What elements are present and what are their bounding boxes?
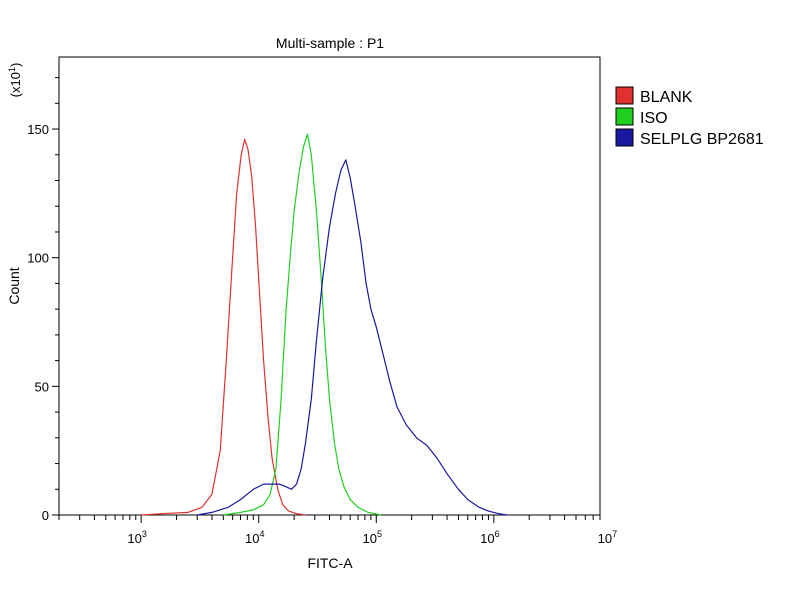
legend-swatch xyxy=(615,86,634,105)
legend-label: ISO xyxy=(640,110,668,127)
legend-swatch xyxy=(615,107,634,126)
legend: BLANK ISO SELPLG BP2681 xyxy=(615,86,764,148)
x-tick-label: 103 xyxy=(127,529,146,546)
y-tick-label: 150 xyxy=(27,122,49,137)
y-axis-ticks: 0 50 100 150 xyxy=(27,77,59,523)
legend-label: BLANK xyxy=(640,89,693,106)
x-tick-label: 105 xyxy=(363,529,382,546)
x-tick-label: 106 xyxy=(480,529,499,546)
x-axis-label: FITC-A xyxy=(307,555,353,571)
series-line-0 xyxy=(141,138,306,516)
series-line-1 xyxy=(223,133,382,516)
y-tick-label: 0 xyxy=(42,508,49,523)
y-axis-label: Count xyxy=(6,267,22,304)
series-lines xyxy=(141,133,508,516)
chart-title: Multi-sample : P1 xyxy=(276,35,384,51)
plot-area xyxy=(58,56,601,516)
series-line-2 xyxy=(197,159,508,516)
legend-swatch xyxy=(615,128,634,147)
x-axis-ticks: 103 104 105 106 107 xyxy=(58,515,617,546)
x-tick-label: 104 xyxy=(245,529,264,546)
y-multiplier-label: (x101) xyxy=(7,63,23,98)
y-tick-label: 50 xyxy=(35,379,49,394)
y-tick-label: 100 xyxy=(27,251,49,266)
legend-label: SELPLG BP2681 xyxy=(640,131,764,148)
x-tick-label: 107 xyxy=(598,529,617,546)
